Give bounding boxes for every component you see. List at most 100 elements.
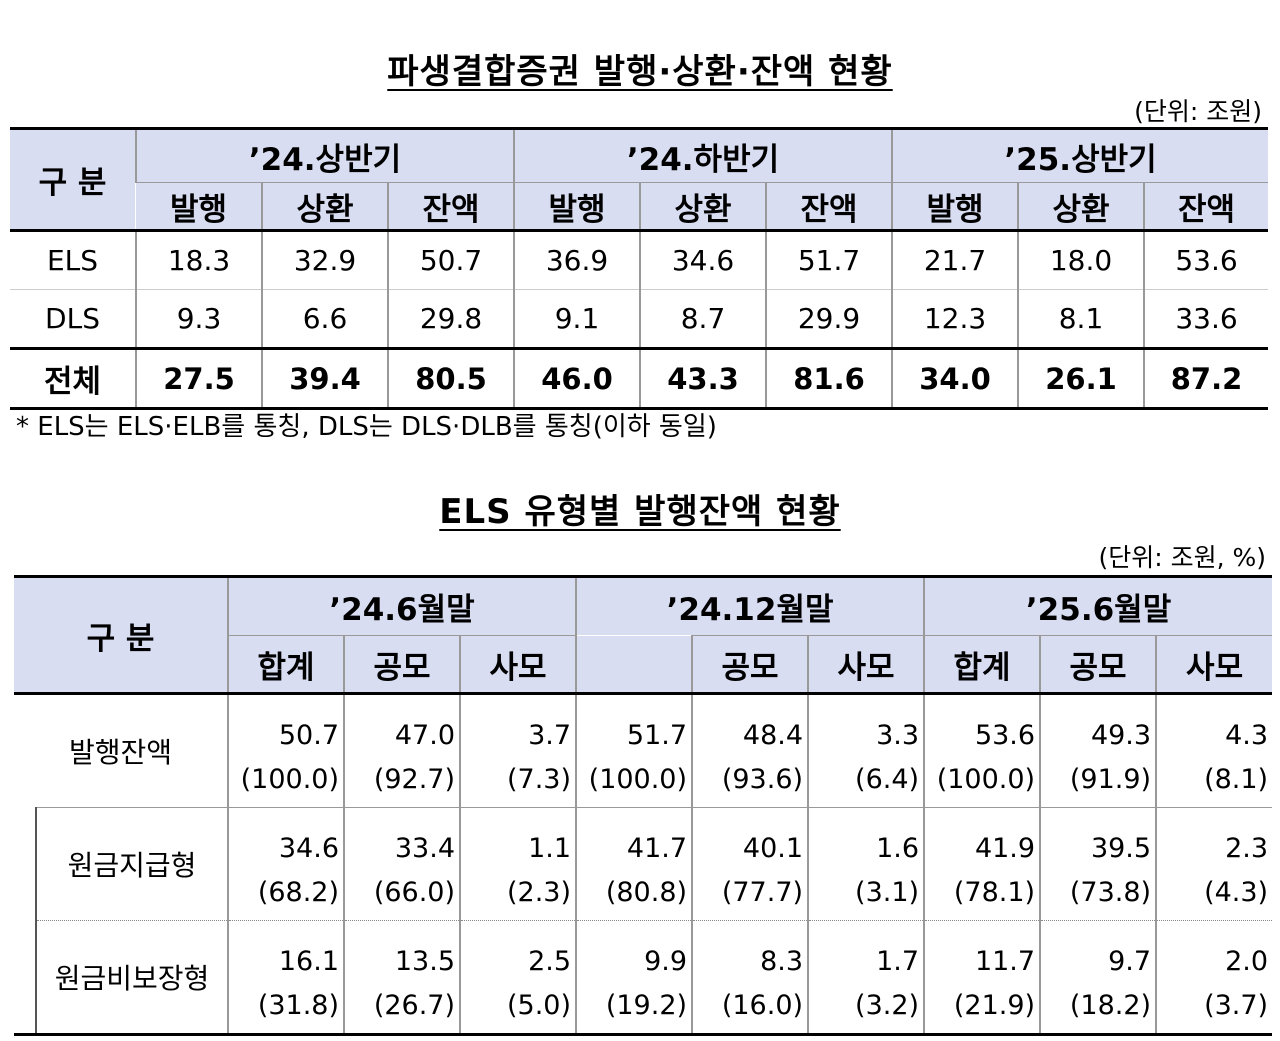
col-redeem: 상환 [639, 182, 766, 232]
cell: 32.9 [261, 230, 388, 290]
cell: 9.9 [575, 920, 693, 977]
cell: (8.1) [1155, 751, 1273, 808]
cell: 11.7 [923, 920, 1041, 977]
table-row: (31.8) (26.7) (5.0) (19.2) (16.0) (3.2) … [14, 977, 1273, 1035]
col-public: 공모 [691, 635, 809, 695]
row-label: 원금비보장형 [35, 920, 228, 1035]
cell: 18.3 [135, 230, 262, 290]
cell: 3.3 [807, 693, 925, 751]
col-private: 사모 [807, 635, 925, 695]
col-issue: 발행 [136, 182, 262, 232]
table-row: 발행잔액 50.7 47.0 3.7 51.7 48.4 3.3 53.6 49… [14, 693, 1273, 769]
cell: (18.2) [1039, 977, 1157, 1035]
col-private: 사모 [1155, 635, 1273, 695]
total-row: 전체 27.5 39.4 80.5 46.0 43.3 81.6 34.0 26… [10, 347, 1269, 409]
cell: 21.7 [891, 230, 1018, 290]
col-redeem: 상환 [261, 182, 388, 232]
cell: 50.7 [387, 230, 514, 290]
cell: 1.6 [807, 807, 925, 864]
cell: (66.0) [343, 864, 460, 921]
period-header: ’25.6월말 [923, 576, 1273, 636]
cell: 2.3 [1155, 807, 1273, 864]
els-type-balance-table: 구 분 ’24.6월말 ’24.12월말 ’25.6월말 합계 공모 사모 공모… [14, 575, 1273, 1036]
cell: 41.7 [575, 807, 693, 864]
table-row: (100.0) (92.7) (7.3) (100.0) (93.6) (6.4… [14, 751, 1273, 808]
cell: (80.8) [575, 864, 693, 921]
cell: 6.6 [261, 289, 388, 349]
cell: 47.0 [343, 693, 460, 751]
cell: 9.3 [135, 289, 262, 349]
row-label: DLS [10, 289, 136, 349]
cell: (2.3) [458, 864, 577, 921]
cell: 36.9 [513, 230, 640, 290]
cell: 39.5 [1039, 807, 1157, 864]
cell: (5.0) [458, 977, 577, 1035]
cell: (16.0) [691, 977, 809, 1035]
cell: 9.7 [1039, 920, 1157, 977]
cell: (100.0) [227, 751, 344, 808]
cell: 53.6 [923, 693, 1041, 751]
table1-title: 파생결합증권 발행·상환·잔액 현황 [387, 52, 893, 92]
cell: (93.6) [691, 751, 809, 808]
cell: (21.9) [923, 977, 1041, 1035]
col-issue: 발행 [513, 182, 640, 232]
cell: 33.6 [1142, 289, 1269, 349]
cell: 1.7 [807, 920, 925, 977]
cell: (77.7) [691, 864, 809, 921]
period-header: ’24.12월말 [575, 576, 925, 636]
cell: 8.7 [639, 289, 766, 349]
cell: 33.4 [343, 807, 460, 864]
col-total-blank [575, 635, 693, 695]
cell: 4.3 [1155, 693, 1273, 751]
table-row: 원금지급형 34.6 33.4 1.1 41.7 40.1 1.6 41.9 3… [14, 807, 1273, 921]
cell: (6.4) [807, 751, 925, 808]
cell: 39.4 [261, 347, 388, 409]
col-balance: 잔액 [765, 182, 892, 232]
cell: 13.5 [343, 920, 460, 977]
indent-spacer [14, 808, 36, 1035]
cell: 34.0 [891, 347, 1018, 409]
cell: 26.1 [1017, 347, 1144, 409]
table-row: (68.2) (66.0) (2.3) (80.8) (77.7) (3.1) … [14, 864, 1273, 921]
cell: 46.0 [513, 347, 640, 409]
cell: 87.2 [1142, 347, 1269, 409]
cell: (91.9) [1039, 751, 1157, 808]
cell: (3.7) [1155, 977, 1273, 1035]
table2-title: ELS 유형별 발행잔액 현황 [439, 492, 841, 532]
corner-header: 구 분 [10, 128, 136, 232]
period-header: ’24.상반기 [135, 128, 514, 183]
cell: 49.3 [1039, 693, 1157, 751]
col-redeem: 상환 [1017, 182, 1144, 232]
corner-header: 구 분 [14, 576, 228, 695]
cell: 51.7 [575, 693, 693, 751]
cell: 12.3 [891, 289, 1018, 349]
cell: (100.0) [923, 751, 1041, 808]
table-row: DLS 9.3 6.6 29.8 9.1 8.7 29.9 12.3 8.1 3… [10, 289, 1269, 349]
col-public: 공모 [1039, 635, 1157, 695]
col-balance: 잔액 [387, 182, 514, 232]
cell: 53.6 [1142, 230, 1269, 290]
cell: 41.9 [923, 807, 1041, 864]
cell: (68.2) [227, 864, 344, 921]
cell: 29.8 [387, 289, 514, 349]
cell: 51.7 [765, 230, 892, 290]
cell: (31.8) [227, 977, 344, 1035]
period-header: ’24.6월말 [226, 576, 577, 636]
issuance-redemption-balance-table: 구 분 ’24.상반기 ’24.하반기 ’25.상반기 발행 상환 잔액 발행 … [10, 127, 1269, 410]
row-label: 원금지급형 [35, 807, 228, 921]
cell: (7.3) [458, 751, 577, 808]
period-header: ’25.상반기 [890, 128, 1269, 183]
cell: 16.1 [227, 920, 344, 977]
footnote: * ELS는 ELS·ELB를 통칭, DLS는 DLS·DLB를 통칭(이하 … [16, 412, 717, 442]
row-label: 전체 [10, 347, 136, 409]
col-private: 사모 [458, 635, 577, 695]
col-total: 합계 [227, 635, 344, 695]
cell: 34.6 [639, 230, 766, 290]
cell: (3.2) [807, 977, 925, 1035]
cell: 1.1 [458, 807, 577, 864]
table-row: 원금비보장형 16.1 13.5 2.5 9.9 8.3 1.7 11.7 9.… [14, 920, 1273, 1035]
cell: 29.9 [765, 289, 892, 349]
cell: (3.1) [807, 864, 925, 921]
cell: 27.5 [135, 347, 262, 409]
col-public: 공모 [343, 635, 460, 695]
